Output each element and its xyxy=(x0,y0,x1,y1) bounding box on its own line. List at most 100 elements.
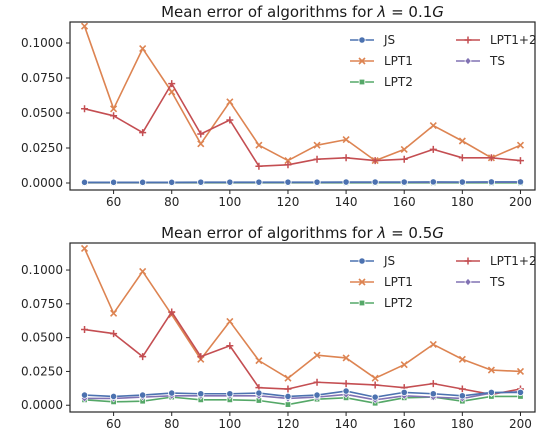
data-point xyxy=(313,351,321,359)
data-point xyxy=(139,391,147,399)
legend-label: TS xyxy=(489,54,505,68)
data-point xyxy=(313,391,321,399)
legend-label: TS xyxy=(489,275,505,289)
title-math-part: λ xyxy=(376,3,386,21)
data-point xyxy=(429,390,437,398)
series-lpt1plus2 xyxy=(81,308,524,398)
data-point xyxy=(255,162,263,170)
data-point xyxy=(516,367,525,376)
data-point xyxy=(487,388,496,396)
series-line xyxy=(83,248,521,380)
x-tick-label: 80 xyxy=(164,417,179,431)
data-point xyxy=(284,385,292,393)
data-point xyxy=(487,154,495,162)
chart-title: Mean error of algorithms for λ = 0.1G xyxy=(161,3,444,21)
chart-panel-1: Mean error of algorithms for λ = 0.1G 60 8… xyxy=(21,3,537,209)
data-point xyxy=(197,178,205,186)
data-point xyxy=(400,178,408,186)
data-point xyxy=(226,390,234,398)
data-point xyxy=(313,155,321,163)
data-point xyxy=(168,88,176,96)
x-tick-label: 100 xyxy=(218,417,241,431)
data-point xyxy=(371,178,379,186)
series-line xyxy=(83,25,521,162)
data-point xyxy=(516,388,525,396)
series-line xyxy=(84,390,521,401)
y-tick-label: 0.0500 xyxy=(21,106,63,120)
legend-marker xyxy=(464,277,472,287)
data-point xyxy=(342,178,350,186)
data-point xyxy=(313,141,321,149)
legend-label: LPT1 xyxy=(384,54,413,68)
data-point xyxy=(226,317,234,325)
data-point xyxy=(342,354,350,362)
data-point xyxy=(284,374,292,382)
data-point xyxy=(284,161,292,169)
data-point xyxy=(342,154,350,162)
series-line xyxy=(84,390,521,398)
data-point xyxy=(110,112,118,120)
legend-marker xyxy=(358,299,366,307)
data-point xyxy=(168,389,176,397)
y-tick-label: 0.0500 xyxy=(21,331,63,345)
legend-label: JS xyxy=(383,33,395,47)
y-tick-label: 0.0750 xyxy=(21,71,63,85)
series-lpt1 xyxy=(80,22,525,165)
legend-item: LPT2 xyxy=(350,75,413,89)
data-point xyxy=(226,98,234,106)
data-point xyxy=(313,378,321,386)
y-tick-label: 0.0250 xyxy=(21,364,63,378)
data-point xyxy=(516,178,525,186)
legend-item: LPT1+2 xyxy=(456,254,537,268)
x-tick-label: 180 xyxy=(451,417,474,431)
data-point xyxy=(371,381,379,389)
data-point xyxy=(168,80,176,88)
title-math-part: G xyxy=(432,3,444,21)
legend-marker xyxy=(464,36,472,44)
data-point xyxy=(458,392,466,400)
x-tick-label: 180 xyxy=(451,195,474,209)
data-point xyxy=(110,330,118,338)
legend-item: LPT1 xyxy=(350,54,413,68)
legend-item: LPT1+2 xyxy=(456,33,537,47)
legend-marker xyxy=(358,278,366,286)
data-point xyxy=(197,390,205,398)
legend-label: LPT1+2 xyxy=(490,254,537,268)
plot-frame xyxy=(69,242,536,413)
legend-item: JS xyxy=(350,33,395,47)
data-point xyxy=(80,391,89,399)
x-tick-label: 140 xyxy=(335,195,358,209)
legend-marker xyxy=(464,257,472,265)
data-point xyxy=(255,141,263,149)
data-point xyxy=(400,388,408,396)
x-tick-label: 160 xyxy=(393,417,416,431)
data-point xyxy=(139,267,147,275)
data-point xyxy=(255,178,263,186)
series-line xyxy=(84,395,521,406)
data-point xyxy=(226,342,234,350)
data-point xyxy=(487,178,496,186)
data-point xyxy=(516,141,525,149)
data-point xyxy=(197,353,205,361)
data-point xyxy=(458,154,466,162)
series-lpt1 xyxy=(80,244,525,382)
x-tick-label: 80 xyxy=(164,195,179,209)
data-point xyxy=(429,380,437,388)
legend-label: JS xyxy=(383,254,395,268)
data-point xyxy=(458,355,466,363)
legend-item: TS xyxy=(456,275,505,289)
legend-marker xyxy=(358,78,366,86)
data-point xyxy=(429,178,437,186)
data-point xyxy=(458,178,466,186)
data-point xyxy=(429,340,437,348)
data-point xyxy=(109,392,118,401)
legend-marker xyxy=(358,57,366,65)
data-point xyxy=(81,326,89,334)
x-tick-label: 140 xyxy=(335,417,358,431)
x-tick-label: 120 xyxy=(277,195,300,209)
data-point xyxy=(284,401,292,408)
data-point xyxy=(139,45,147,53)
legend-marker xyxy=(358,257,366,265)
data-point xyxy=(255,389,263,397)
data-point xyxy=(81,105,89,113)
